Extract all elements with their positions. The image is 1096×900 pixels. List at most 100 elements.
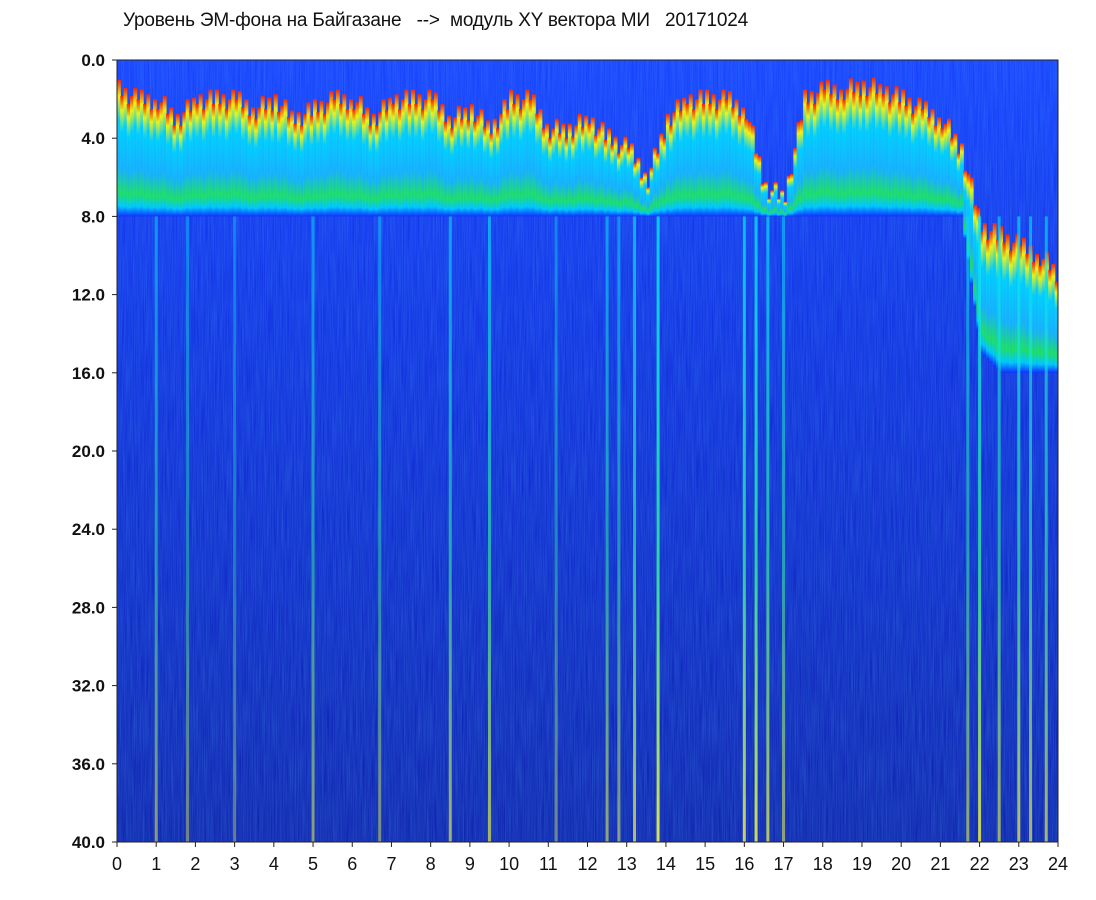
band-column [414, 103, 419, 217]
band-column [1002, 242, 1007, 373]
streak-line [554, 216, 558, 842]
band-column [437, 110, 442, 217]
band-column [718, 99, 723, 217]
band-column [940, 128, 945, 217]
band-column [120, 95, 125, 217]
band-column [1031, 262, 1036, 373]
band-column [447, 115, 451, 217]
band-column [930, 108, 935, 217]
band-column [678, 110, 683, 217]
y-tick-label: 24.0 [72, 520, 105, 539]
x-tick-label: 17 [774, 854, 794, 874]
band-column [633, 162, 638, 217]
band-column [1038, 265, 1043, 373]
band-column [283, 99, 288, 217]
band-column [149, 108, 154, 217]
band-column [933, 125, 938, 217]
band-column [839, 89, 843, 217]
band-column [234, 99, 239, 217]
band-column [629, 143, 634, 217]
band-column [721, 89, 726, 217]
y-tick-label: 8.0 [81, 207, 105, 226]
band-column [626, 147, 631, 217]
band-column [286, 117, 291, 217]
upper-band-layer [117, 77, 1058, 373]
streak-line [754, 216, 758, 842]
y-axis: 0.0 4.0 8.0 12.0 16.0 20.0 24.0 28.0 32.0 36.0 40.… [72, 51, 117, 852]
band-column [656, 152, 660, 217]
band-column [763, 182, 768, 217]
band-column [476, 115, 481, 217]
y-tick-label: 16.0 [72, 364, 105, 383]
band-column [509, 89, 513, 217]
x-tick-label: 15 [695, 854, 715, 874]
band-column [969, 177, 974, 285]
band-column [623, 136, 628, 217]
band-column [329, 90, 334, 217]
band-column [139, 89, 144, 217]
band-column [845, 88, 850, 217]
band-column [348, 99, 353, 217]
band-column [473, 121, 478, 217]
band-column [773, 182, 778, 217]
band-column [499, 113, 504, 217]
band-column [747, 121, 752, 217]
band-column [669, 125, 674, 217]
band-column [280, 105, 285, 217]
band-column [172, 125, 177, 217]
band-column [492, 118, 497, 217]
band-column [754, 152, 759, 217]
band-column [1012, 242, 1017, 373]
band-column [558, 133, 562, 217]
band-column [728, 90, 732, 217]
x-tick-label: 4 [269, 854, 279, 874]
band-column [136, 99, 141, 217]
y-tick-label: 36.0 [72, 755, 105, 774]
band-column [999, 226, 1004, 373]
streak-line [997, 216, 1001, 842]
band-column [535, 113, 540, 217]
x-tick-label: 1 [151, 854, 161, 874]
band-column [819, 81, 824, 217]
band-column [953, 133, 958, 217]
band-column [822, 89, 827, 217]
band-column [244, 99, 249, 217]
band-column [335, 89, 340, 217]
streak-line [1044, 216, 1048, 842]
band-column [799, 120, 804, 217]
band-column [561, 123, 566, 217]
band-column [692, 108, 696, 217]
band-column [989, 231, 994, 364]
band-column [829, 94, 834, 217]
band-column [332, 99, 337, 217]
band-column [554, 118, 559, 217]
band-column [724, 99, 729, 217]
band-column [358, 95, 363, 217]
band-column [430, 99, 435, 217]
chart-title: Уровень ЭМ-фона на Байгазане --> модуль … [123, 10, 748, 31]
band-column [433, 92, 438, 217]
band-column [620, 144, 625, 217]
band-column [339, 103, 344, 217]
band-column [884, 86, 889, 217]
x-tick-label: 22 [970, 854, 990, 874]
band-column [603, 139, 608, 217]
x-tick-label: 6 [347, 854, 357, 874]
band-column [597, 128, 602, 217]
band-column [685, 103, 690, 217]
band-column [937, 117, 941, 217]
band-column [649, 167, 654, 217]
band-column [293, 123, 298, 217]
band-column [587, 123, 592, 217]
band-column [682, 97, 687, 217]
band-column [316, 112, 321, 217]
band-column [384, 110, 389, 217]
band-column [750, 125, 755, 217]
band-column [322, 113, 327, 217]
band-column [868, 86, 873, 217]
band-column [982, 222, 987, 357]
band-column [878, 83, 883, 217]
band-column [224, 108, 229, 217]
band-column [888, 102, 892, 217]
band-column [463, 107, 468, 217]
